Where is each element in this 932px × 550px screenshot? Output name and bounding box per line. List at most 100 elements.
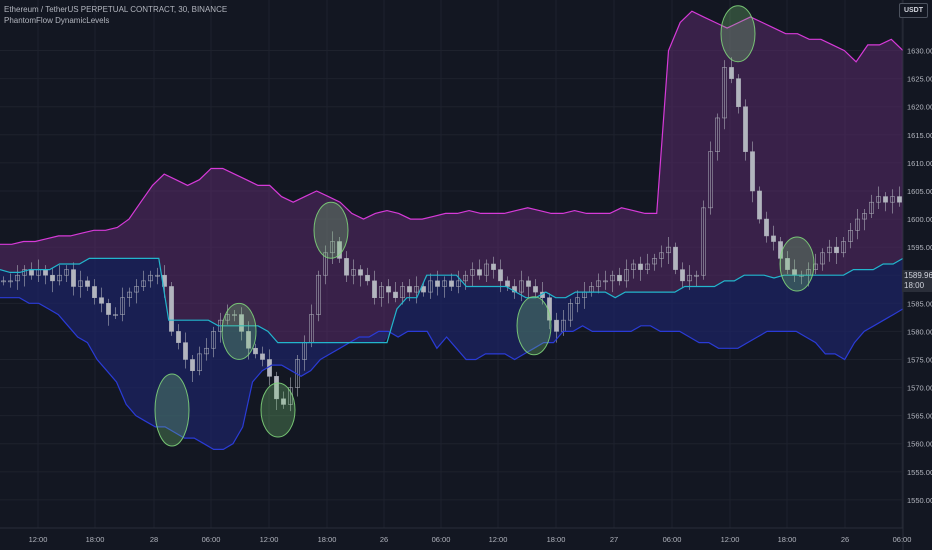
price-tick-label: 1575.00 <box>907 355 932 364</box>
candle-body <box>127 291 132 299</box>
candle-body <box>505 280 510 287</box>
price-tick-label: 1560.00 <box>907 440 932 449</box>
candle-body <box>596 280 601 287</box>
last-price-tag: 1589.96 18:00 <box>902 270 932 292</box>
time-tick-label: 12:00 <box>721 535 740 544</box>
candle-body <box>204 347 209 355</box>
candle-body <box>750 151 755 192</box>
candle-body <box>211 331 216 349</box>
candle-body <box>99 297 104 304</box>
candle-body <box>260 353 265 360</box>
signal-circle <box>313 201 349 259</box>
symbol-title: Ethereum / TetherUS PERPETUAL CONTRACT, … <box>4 5 228 14</box>
price-tick-label: 1585.00 <box>907 299 932 308</box>
last-price-time: 18:00 <box>904 281 925 290</box>
candle-body <box>428 280 433 293</box>
candle-body <box>743 106 748 152</box>
price-tick-label: 1565.00 <box>907 412 932 421</box>
candle-body <box>659 252 664 259</box>
signal-circle <box>260 382 296 438</box>
candle-body <box>533 286 538 293</box>
candle-body <box>421 286 426 293</box>
time-tick-label: 18:00 <box>547 535 566 544</box>
time-tick-label: 26 <box>841 535 849 544</box>
signal-circle <box>154 373 190 447</box>
candle-body <box>764 218 769 237</box>
signal-circles <box>154 5 815 447</box>
candle-body <box>876 196 881 203</box>
candle-body <box>113 314 118 316</box>
candle-body <box>610 274 615 282</box>
candle-body <box>883 196 888 203</box>
candle-body <box>414 286 419 293</box>
candle-body <box>78 280 83 287</box>
price-tick-label: 1610.00 <box>907 159 932 168</box>
time-tick-label: 12:00 <box>29 535 48 544</box>
candle-body <box>344 258 349 276</box>
candle-body <box>729 67 734 79</box>
candle-body <box>631 263 636 270</box>
candle-body <box>827 246 832 254</box>
candle-body <box>323 252 328 276</box>
price-tick-label: 1625.00 <box>907 75 932 84</box>
candle-body <box>393 291 398 299</box>
candle-body <box>239 314 244 332</box>
candle-body <box>470 269 475 276</box>
candle-body <box>834 246 839 254</box>
candle-body <box>71 269 76 287</box>
candle-body <box>848 229 853 242</box>
candle-body <box>337 241 342 259</box>
candle-body <box>757 190 762 220</box>
currency-button[interactable]: USDT <box>898 3 928 18</box>
time-tick-label: 26 <box>380 535 388 544</box>
candle-body <box>897 196 902 203</box>
candlesticks <box>1 57 902 412</box>
price-tick-label: 1580.00 <box>907 327 932 336</box>
time-tick-label: 06:00 <box>893 535 912 544</box>
candle-body <box>246 331 251 349</box>
time-tick-label: 06:00 <box>202 535 221 544</box>
candle-body <box>442 280 447 287</box>
candle-body <box>43 269 48 276</box>
candle-body <box>190 359 195 372</box>
candle-body <box>890 196 895 203</box>
signal-circle <box>516 296 552 356</box>
time-tick-label: 18:00 <box>318 535 337 544</box>
candle-body <box>197 353 202 372</box>
candle-body <box>85 280 90 287</box>
candle-body <box>512 286 517 293</box>
candle-body <box>554 319 559 332</box>
candle-body <box>463 274 468 282</box>
candle-body <box>365 274 370 282</box>
candle-body <box>715 117 720 152</box>
candle-body <box>50 274 55 282</box>
time-tick-label: 06:00 <box>432 535 451 544</box>
indicator-title: PhantomFlow DynamicLevels <box>4 16 110 25</box>
candle-body <box>484 263 489 276</box>
candle-body <box>638 263 643 270</box>
candle-body <box>183 342 188 360</box>
candle-body <box>176 331 181 343</box>
candle-body <box>92 286 97 299</box>
candle-body <box>841 241 846 254</box>
signal-circle <box>720 5 756 63</box>
candle-body <box>680 269 685 282</box>
candle-body <box>407 286 412 293</box>
candle-body <box>449 280 454 287</box>
candle-body <box>148 274 153 282</box>
price-tick-label: 1630.00 <box>907 47 932 56</box>
candle-body <box>617 274 622 282</box>
candle-body <box>155 274 160 277</box>
time-tick-label: 28 <box>150 535 158 544</box>
candle-body <box>456 280 461 287</box>
candle-body <box>106 303 111 315</box>
signal-circle <box>221 302 257 360</box>
candle-body <box>701 207 706 276</box>
candle-body <box>169 286 174 332</box>
candle-body <box>862 213 867 220</box>
candle-body <box>708 151 713 209</box>
candle-body <box>785 258 790 270</box>
candle-body <box>820 252 825 265</box>
candle-body <box>386 286 391 293</box>
